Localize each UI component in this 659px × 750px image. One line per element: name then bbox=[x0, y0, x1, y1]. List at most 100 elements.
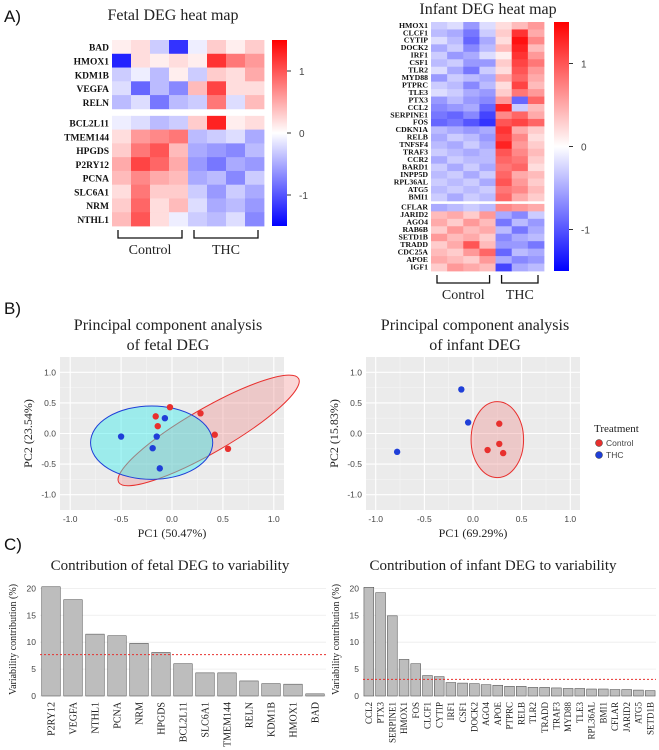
heatmap-cell bbox=[131, 129, 151, 144]
heatmap-cell bbox=[188, 157, 208, 172]
x-tick-label: FOS bbox=[411, 702, 421, 719]
heatmap-cell bbox=[431, 104, 448, 112]
heatmap-cell bbox=[479, 233, 496, 242]
panel-label-b: B) bbox=[4, 299, 21, 318]
x-tick-label: 0.0 bbox=[166, 514, 178, 524]
heatmap-cell bbox=[495, 193, 513, 202]
x-tick-label: BCL2L11 bbox=[179, 702, 190, 742]
legend-marker bbox=[595, 451, 603, 459]
heatmap-cell bbox=[131, 212, 151, 227]
heatmap-cell bbox=[150, 170, 170, 186]
heatmap-cell bbox=[431, 51, 448, 60]
row-label: CFLAR bbox=[401, 203, 428, 212]
heatmap-cell bbox=[245, 40, 265, 55]
heatmap-cell bbox=[463, 59, 480, 68]
heatmap-cell bbox=[495, 178, 513, 187]
heatmap-cell bbox=[188, 198, 208, 213]
heatmap-cell bbox=[447, 29, 464, 38]
heatmap-cell bbox=[188, 67, 208, 82]
heatmap-cell bbox=[463, 256, 480, 264]
heatmap-cell bbox=[527, 211, 545, 220]
heatmap-cell bbox=[527, 44, 545, 53]
heatmap-cell bbox=[112, 115, 132, 131]
heatmap-cell bbox=[495, 203, 513, 212]
heatmap-cell bbox=[112, 40, 132, 55]
heatmap-cell bbox=[245, 81, 265, 96]
infant-contribution-title: Contribution of infant DEG to variabilit… bbox=[369, 558, 617, 574]
heatmap-cell bbox=[511, 51, 529, 60]
heatmap-cell bbox=[511, 186, 529, 194]
data-point bbox=[154, 422, 161, 430]
heatmap-cell bbox=[479, 89, 496, 97]
heatmap-cell bbox=[245, 212, 265, 227]
heatmap-cell bbox=[479, 96, 496, 105]
heatmap-cell bbox=[447, 156, 464, 165]
heatmap-cell bbox=[207, 170, 227, 186]
heatmap-cell bbox=[463, 111, 480, 120]
fetal-contribution-title: Contribution of fetal DEG to variability bbox=[51, 558, 290, 574]
data-point bbox=[161, 415, 169, 422]
heatmap-cell bbox=[463, 171, 480, 179]
heatmap-cell bbox=[447, 118, 464, 127]
heatmap-cell bbox=[479, 141, 496, 150]
row-label: FOS bbox=[413, 118, 428, 127]
bar bbox=[410, 663, 421, 697]
infant-contribution-chart: Contribution of infant DEG to variabilit… bbox=[331, 558, 656, 743]
heatmap-cell bbox=[495, 96, 513, 105]
heatmap-cell bbox=[527, 256, 545, 264]
heatmap-cell bbox=[479, 193, 496, 202]
heatmap-cell bbox=[447, 163, 464, 172]
heatmap-cell bbox=[431, 203, 448, 212]
heatmap-cell bbox=[150, 115, 170, 131]
heatmap-cell bbox=[527, 148, 545, 157]
row-label: BAD bbox=[89, 44, 109, 54]
heatmap-cell bbox=[463, 148, 480, 157]
heatmap-cell bbox=[245, 129, 265, 144]
row-label: HMOX1 bbox=[74, 58, 110, 68]
row-label: PTPRC bbox=[402, 80, 428, 89]
heatmap-cell bbox=[479, 51, 496, 60]
bar bbox=[586, 688, 597, 697]
heatmap-cell bbox=[131, 53, 151, 68]
heatmap-cell bbox=[511, 148, 529, 157]
x-tick-label: ATG5 bbox=[634, 702, 644, 724]
heatmap-cell bbox=[226, 40, 246, 55]
heatmap-cell bbox=[207, 184, 227, 199]
heatmap-cell bbox=[479, 66, 496, 75]
row-label: CCR2 bbox=[407, 155, 428, 164]
heatmap-cell bbox=[479, 36, 496, 45]
bar bbox=[574, 688, 585, 697]
heatmap-cell bbox=[495, 248, 513, 257]
heatmap-cell bbox=[431, 148, 448, 157]
x-tick-label: NRM bbox=[135, 702, 146, 725]
heatmap-cell bbox=[131, 95, 151, 110]
heatmap-cell bbox=[511, 36, 529, 45]
row-label: CDC25A bbox=[398, 247, 429, 256]
bar bbox=[445, 682, 457, 697]
row-label: AGO4 bbox=[406, 218, 428, 227]
y-tick-label: 0.5 bbox=[350, 398, 362, 408]
infant-pca-title-line2: of infant DEG bbox=[429, 337, 521, 354]
heatmap-cell bbox=[245, 95, 265, 110]
heatmap-cell bbox=[447, 111, 464, 120]
heatmap-cell bbox=[495, 36, 513, 45]
heatmap-cell bbox=[226, 170, 246, 186]
heatmap-cell bbox=[431, 211, 448, 220]
x-tick-label: CCL2 bbox=[364, 702, 374, 724]
heatmap-cell bbox=[447, 74, 464, 83]
heatmap-cell bbox=[447, 81, 464, 90]
heatmap-cell bbox=[479, 81, 496, 90]
x-tick-label: HPGDS bbox=[157, 702, 168, 735]
heatmap-cell bbox=[527, 171, 545, 179]
heatmap-cell bbox=[495, 89, 513, 97]
heatmap-cell bbox=[447, 233, 464, 242]
heatmap-cell bbox=[495, 133, 513, 142]
heatmap-cell bbox=[112, 95, 132, 110]
heatmap-cell bbox=[188, 115, 208, 131]
heatmap-cell bbox=[447, 36, 464, 45]
heatmap-cell bbox=[511, 126, 529, 135]
heatmap-cell bbox=[463, 156, 480, 165]
heatmap-cell bbox=[112, 143, 132, 158]
heatmap-cell bbox=[463, 81, 480, 90]
bar bbox=[375, 592, 386, 697]
